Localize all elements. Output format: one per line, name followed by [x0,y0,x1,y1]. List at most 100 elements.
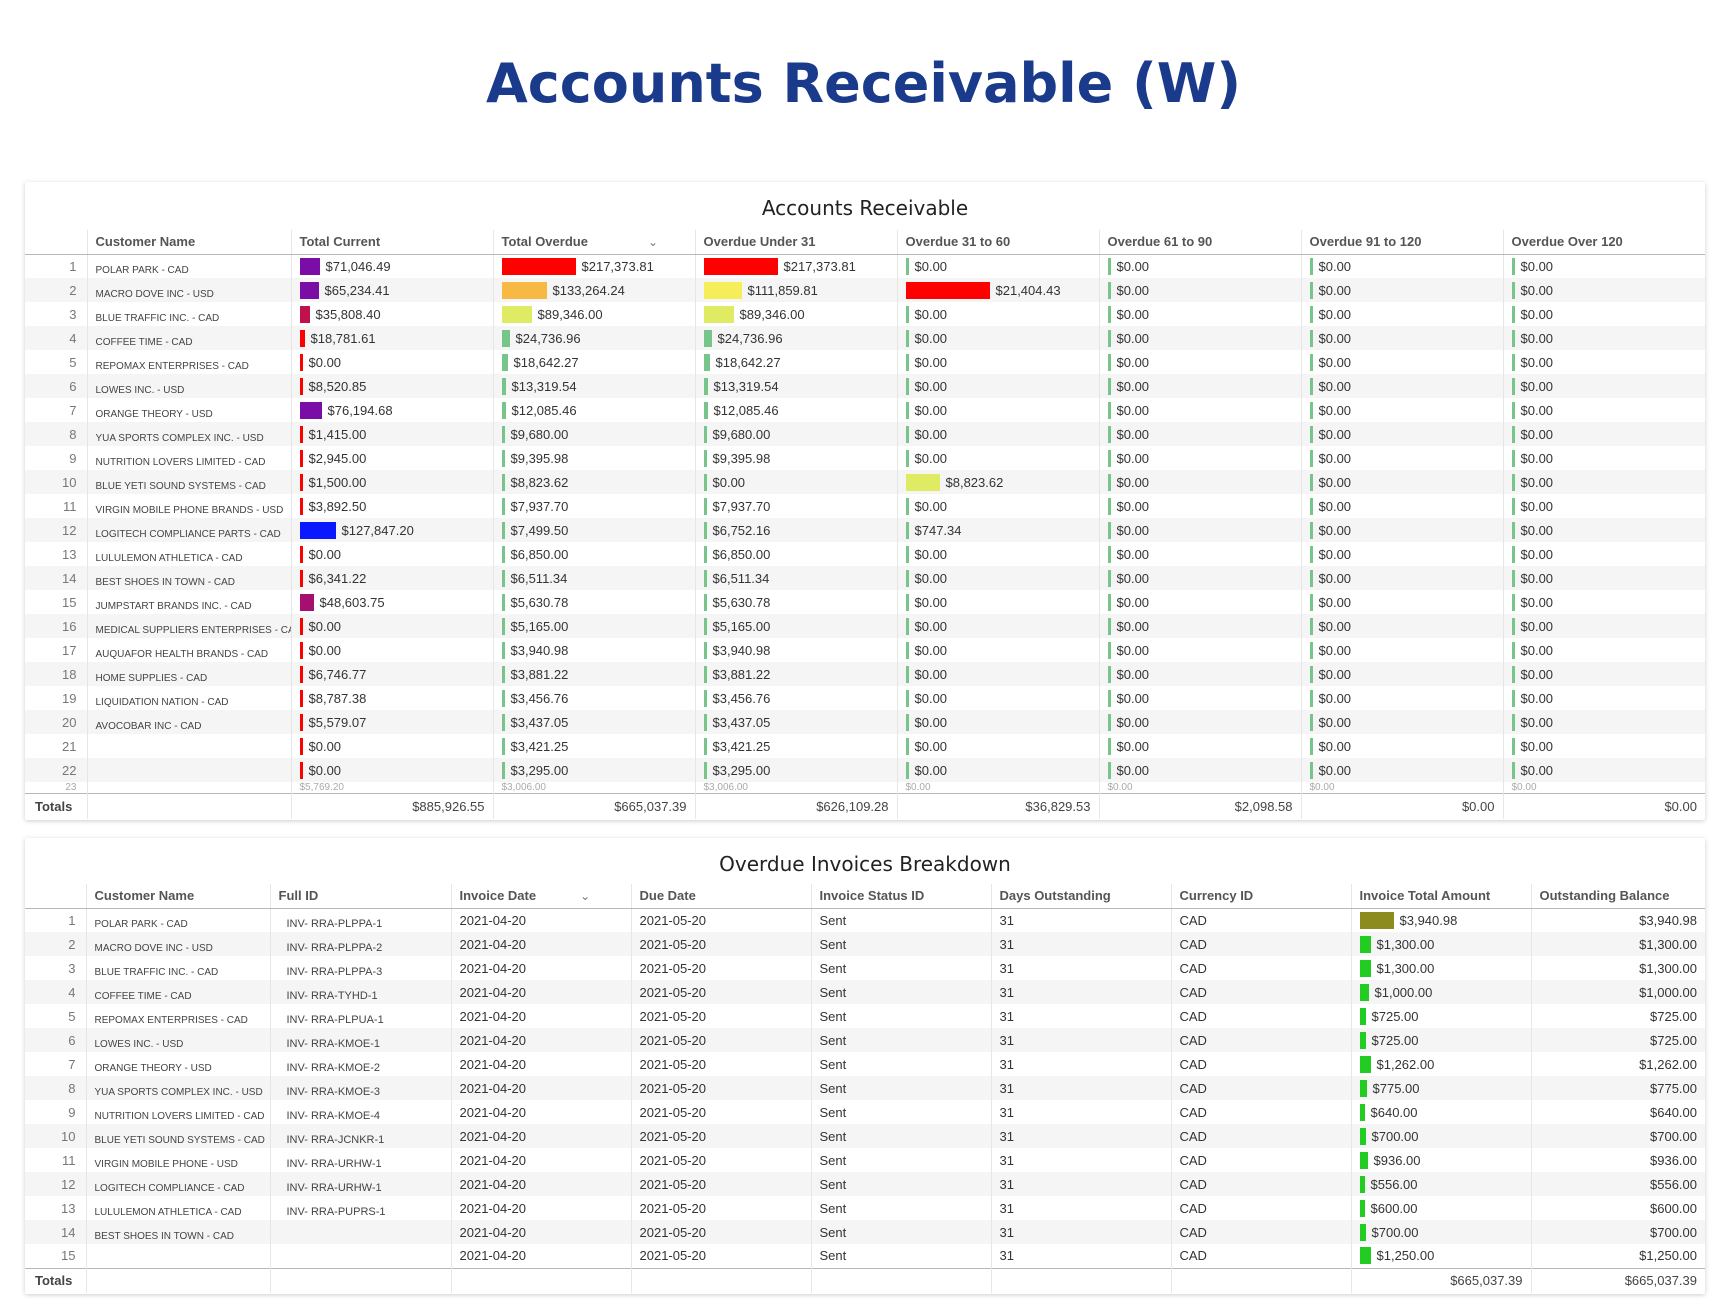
column-header-days-outstanding[interactable]: Days Outstanding [990,884,1171,909]
outstanding-balance-cell: $1,262.00 [1530,1052,1705,1076]
cell-value: $65,234.41 [324,282,390,298]
table-row[interactable]: 17 AUQUAFOR HEALTH BRANDS - CAD $0.00 $3,94… [25,638,1705,662]
column-header-overdue-under-31[interactable]: Overdue Under 31 [694,230,897,255]
cell-value: $0.00 [914,666,948,682]
cell-value: $6,511.34 [510,570,568,586]
table-row[interactable]: 13 LULULEMON ATHLETICA - CAD INV- RRA-PUPR… [25,1196,1705,1220]
table-row[interactable]: 11 VIRGIN MOBILE PHONE - USD INV- RRA-URHW… [25,1148,1705,1172]
chevron-down-icon[interactable]: ⌄ [580,889,591,904]
column-header-invoice-date[interactable]: Invoice Date ⌄ [450,884,631,909]
cell-value: $3,456.76 [510,690,569,706]
table-row[interactable]: 1 POLAR PARK - CAD INV- RRA-PLPPA-1 2021-04… [25,908,1705,932]
customer-name-cell: LOGITECH COMPLIANCE - CAD [85,1172,270,1196]
table-row[interactable]: 15 2021-04-20 2021-05-20 Sent 31 CAD $1,250.00… [25,1244,1705,1268]
customer-name-cell: NUTRITION LOVERS LIMITED - CAD [86,446,291,470]
table-row[interactable]: 5 REPOMAX ENTERPRISES - CAD $0.00 $18,642.2… [25,350,1705,374]
table-row[interactable]: 15 JUMPSTART BRANDS INC. - CAD $48,603.75 $… [25,590,1705,614]
table-row[interactable]: 11 VIRGIN MOBILE PHONE BRANDS - USD $3,892… [25,494,1705,518]
table-row[interactable]: 16 MEDICAL SUPPLIERS ENTERPRISES - CAD $0.… [25,614,1705,638]
table-row[interactable]: 21 $0.00 $3,421.25 $3,421.25 $0.00 $0.00 $0.00… [25,734,1705,758]
total-current-cell: $71,046.49 [290,254,493,278]
table-row[interactable]: 6 LOWES INC. - USD $8,520.85 $13,319.54 $13,… [25,374,1705,398]
row-number: 14 [25,566,87,590]
column-header-outstanding-balance[interactable]: Outstanding Balance [1530,884,1705,909]
table-row[interactable]: 3 BLUE TRAFFIC INC. - CAD $35,808.40 $89,34… [25,302,1705,326]
column-header-total-overdue[interactable]: Total Overdue ⌄ [492,230,695,255]
full-id-cell: INV- RRA-JCNKR-1 [269,1124,451,1148]
table-row[interactable]: 10 BLUE YETI SOUND SYSTEMS - CAD $1,500.00… [25,470,1705,494]
overdue-31-to-60-cell: $8,823.62 [896,470,1099,494]
column-header-overdue-over-120[interactable]: Overdue Over 120 [1502,230,1705,255]
customer-name-cell: LIQUIDATION NATION - CAD [86,686,291,710]
table-row[interactable]: 9 NUTRITION LOVERS LIMITED - CAD INV- RRA-… [25,1100,1705,1124]
table-row[interactable]: 8 YUA SPORTS COMPLEX INC. - USD $1,415.00 $… [25,422,1705,446]
days-outstanding-cell: 31 [990,1124,1171,1148]
table-row[interactable]: 12 LOGITECH COMPLIANCE - CAD INV- RRA-URHW… [25,1172,1705,1196]
cell-value: $0.00 [1520,330,1554,346]
table-row[interactable]: 4 COFFEE TIME - CAD $18,781.61 $24,736.96 $2… [25,326,1705,350]
value-bar [703,713,707,731]
overdue-under-31-cell: $89,346.00 [694,302,897,326]
table-row[interactable]: 7 ORANGE THEORY - USD INV- RRA-KMOE-2 2021-… [25,1052,1705,1076]
total-overdue-cell: $3,295.00 [492,758,695,782]
table-row[interactable]: 5 REPOMAX ENTERPRISES - CAD INV- RRA-PLPUA… [25,1004,1705,1028]
table-row[interactable]: 1 POLAR PARK - CAD $71,046.49 $217,373.81 $2… [25,254,1705,278]
table-row[interactable]: 6 LOWES INC. - USD INV- RRA-KMOE-1 2021-04-… [25,1028,1705,1052]
totals-empty-cell [85,1267,270,1293]
table-row[interactable]: 3 BLUE TRAFFIC INC. - CAD INV- RRA-PLPPA-3… [25,956,1705,980]
table-row[interactable]: 4 COFFEE TIME - CAD INV- RRA-TYHD-1 2021-04… [25,980,1705,1004]
chevron-down-icon[interactable]: ⌄ [647,235,659,250]
table-row[interactable]: 14 BEST SHOES IN TOWN - CAD $6,341.22 $6,51… [25,566,1705,590]
table-row[interactable]: 10 BLUE YETI SOUND SYSTEMS - CAD INV- RRA-… [25,1124,1705,1148]
totals-empty-cell [450,1267,631,1293]
column-header-due-date[interactable]: Due Date [630,884,811,909]
due-date-cell: 2021-05-20 [630,956,811,980]
table-row[interactable]: 22 $0.00 $3,295.00 $3,295.00 $0.00 $0.00 $0.00… [25,758,1705,782]
column-header-full-id[interactable]: Full ID [269,884,451,909]
table-row[interactable]: 7 ORANGE THEORY - USD $76,194.68 $12,085.46… [25,398,1705,422]
value-bar [501,497,505,515]
invoice-status-cell: Sent [810,1196,991,1220]
table-row[interactable]: 8 YUA SPORTS COMPLEX INC. - USD INV- RRA-K… [25,1076,1705,1100]
table-row[interactable]: 2 MACRO DOVE INC - USD $65,234.41 $133,264.… [25,278,1705,302]
customer-name-cell: COFFEE TIME - CAD [86,326,291,350]
column-header-invoice-status-id[interactable]: Invoice Status ID [810,884,991,909]
currency-cell: CAD [1170,1172,1351,1196]
row-number: 8 [25,1076,86,1100]
total-current-cell: $0.00 [290,614,493,638]
column-header-total-current[interactable]: Total Current [290,230,493,255]
cell-value: $1,262.00 [1376,1056,1435,1072]
column-header-invoice-total-amount[interactable]: Invoice Total Amount [1350,884,1531,909]
table-row[interactable]: 12 LOGITECH COMPLIANCE PARTS - CAD $127,84… [25,518,1705,542]
table-row[interactable]: 14 BEST SHOES IN TOWN - CAD 2021-04-20 2021… [25,1220,1705,1244]
cell-value: $1,415.00 [308,426,367,442]
table-row[interactable]: 9 NUTRITION LOVERS LIMITED - CAD $2,945.00… [25,446,1705,470]
cell-value: $0.00 [914,426,948,442]
cell-value: $0.00 [914,762,948,778]
table-row[interactable]: 18 HOME SUPPLIES - CAD $6,746.77 $3,881.22 $… [25,662,1705,686]
column-header-overdue-91-to-120[interactable]: Overdue 91 to 120 [1300,230,1503,255]
value-bar [299,257,320,275]
column-header-customer-name[interactable]: Customer Name [86,230,291,255]
table-row[interactable]: 13 LULULEMON ATHLETICA - CAD $0.00 $6,850.0… [25,542,1705,566]
value-bar [1107,257,1111,275]
column-header-currency-id[interactable]: Currency ID [1170,884,1351,909]
cell-value: $0.00 [1318,330,1352,346]
value-bar [1359,983,1369,1001]
table-row[interactable]: 2 MACRO DOVE INC - USD INV- RRA-PLPPA-2 202… [25,932,1705,956]
row-number: 7 [25,1052,86,1076]
value-bar [1511,593,1515,611]
currency-cell: CAD [1170,932,1351,956]
value-bar [1309,665,1313,683]
column-header-overdue-61-to-90[interactable]: Overdue 61 to 90 [1098,230,1301,255]
table-row[interactable]: 20 AVOCOBAR INC - CAD $5,579.07 $3,437.05 $3… [25,710,1705,734]
invoice-date-cell: 2021-04-20 [450,1244,631,1268]
column-header-overdue-31-to-60[interactable]: Overdue 31 to 60 [896,230,1099,255]
column-header-customer-name[interactable]: Customer Name [85,884,270,909]
overdue-o120-cell: $0.00 [1300,686,1503,710]
cell-value: $0.00 [1318,666,1352,682]
total-overdue-cell: $5,630.78 [492,590,695,614]
customer-name-cell: YUA SPORTS COMPLEX INC. - USD [86,422,291,446]
table-row[interactable]: 19 LIQUIDATION NATION - CAD $8,787.38 $3,45… [25,686,1705,710]
overdue-o90-cell: $0.00 [1098,566,1301,590]
